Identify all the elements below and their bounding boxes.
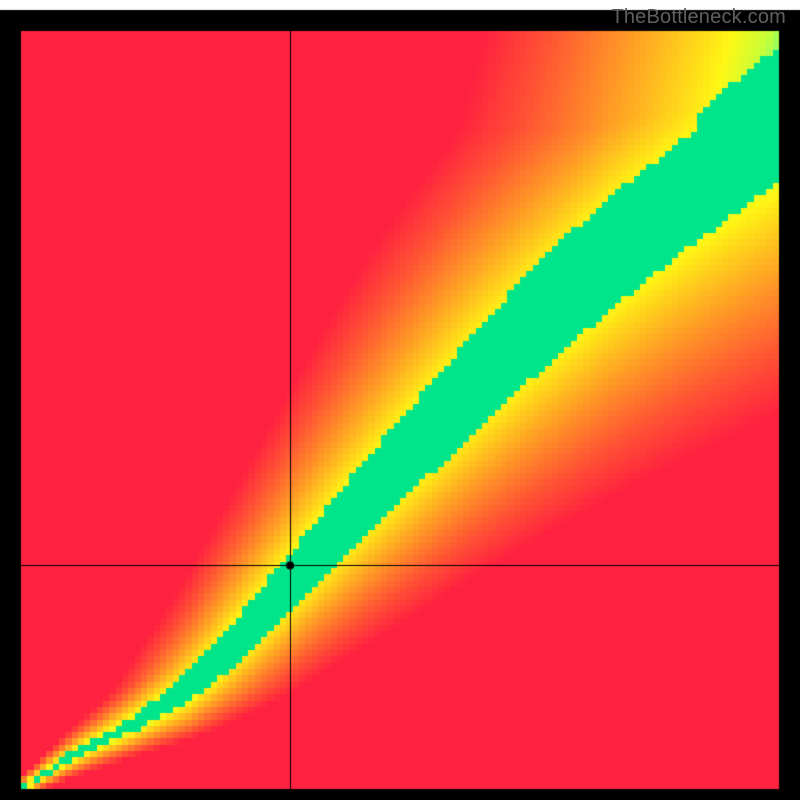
watermark-text: TheBottleneck.com — [611, 6, 786, 29]
bottleneck-heatmap — [0, 0, 800, 800]
